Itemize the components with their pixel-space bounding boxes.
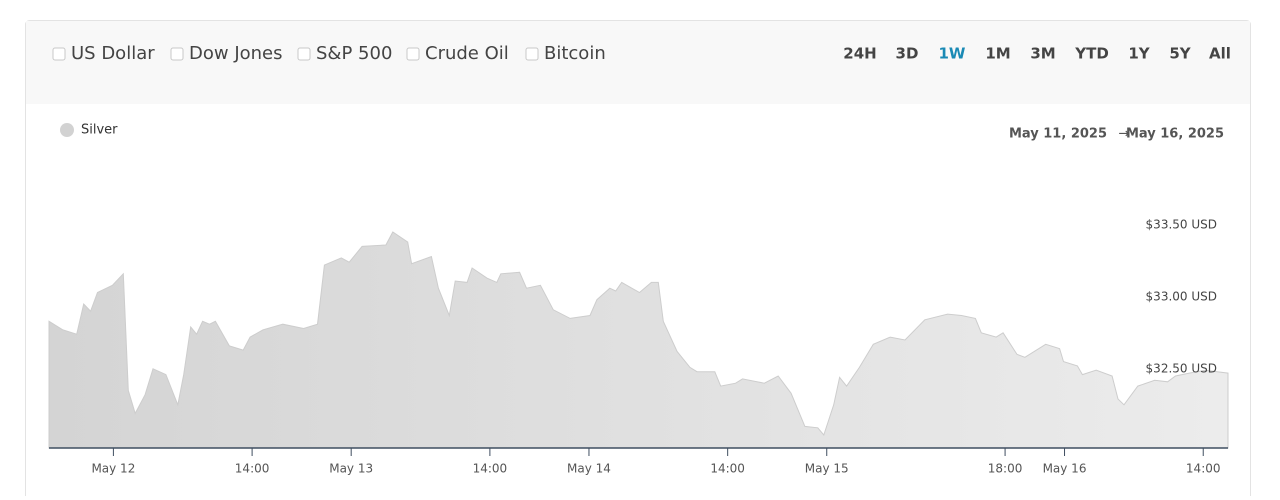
header-band	[26, 21, 1250, 104]
x-tick-label: 14:00	[235, 462, 270, 476]
range-button[interactable]: All	[1209, 45, 1231, 63]
y-tick-label: $32.50 USD	[1146, 361, 1217, 375]
checkbox-label[interactable]: Crude Oil	[425, 43, 509, 64]
range-button[interactable]: 3M	[1030, 45, 1055, 63]
checkbox[interactable]	[525, 47, 539, 61]
x-tick-label: May 16	[1043, 462, 1087, 476]
x-tick-label: May 12	[91, 462, 135, 476]
date-to: May 16, 2025	[1126, 127, 1224, 142]
date-from: May 11, 2025	[1009, 127, 1107, 142]
checkbox[interactable]	[52, 47, 66, 61]
checkbox[interactable]	[170, 47, 184, 61]
x-tick-label: May 14	[567, 462, 611, 476]
x-tick-label: May 13	[329, 462, 373, 476]
range-button[interactable]: 3D	[896, 45, 919, 63]
checkbox-label[interactable]: S&P 500	[316, 43, 392, 64]
checkbox[interactable]	[297, 47, 311, 61]
range-button[interactable]: YTD	[1074, 45, 1109, 63]
range-button[interactable]: 5Y	[1169, 45, 1191, 63]
legend-marker	[60, 123, 74, 137]
legend-label: Silver	[81, 123, 118, 138]
x-tick-label: 14:00	[710, 462, 745, 476]
range-button[interactable]: 24H	[843, 45, 876, 63]
x-tick-label: 14:00	[1186, 462, 1221, 476]
x-tick-label: May 15	[805, 462, 849, 476]
range-button[interactable]: 1W	[939, 45, 966, 63]
range-button[interactable]: 1Y	[1128, 45, 1150, 63]
x-tick-label: 14:00	[473, 462, 508, 476]
checkbox-label[interactable]: Dow Jones	[189, 43, 283, 64]
y-tick-label: $33.50 USD	[1146, 217, 1217, 231]
y-tick-label: $33.00 USD	[1146, 289, 1217, 303]
checkbox-label[interactable]: US Dollar	[71, 43, 155, 64]
checkbox-label[interactable]: Bitcoin	[544, 43, 606, 64]
range-button[interactable]: 1M	[985, 45, 1010, 63]
date-arrow: →	[1119, 127, 1130, 142]
x-tick-label: 18:00	[988, 462, 1023, 476]
area	[48, 231, 1229, 449]
checkbox[interactable]	[406, 47, 420, 61]
